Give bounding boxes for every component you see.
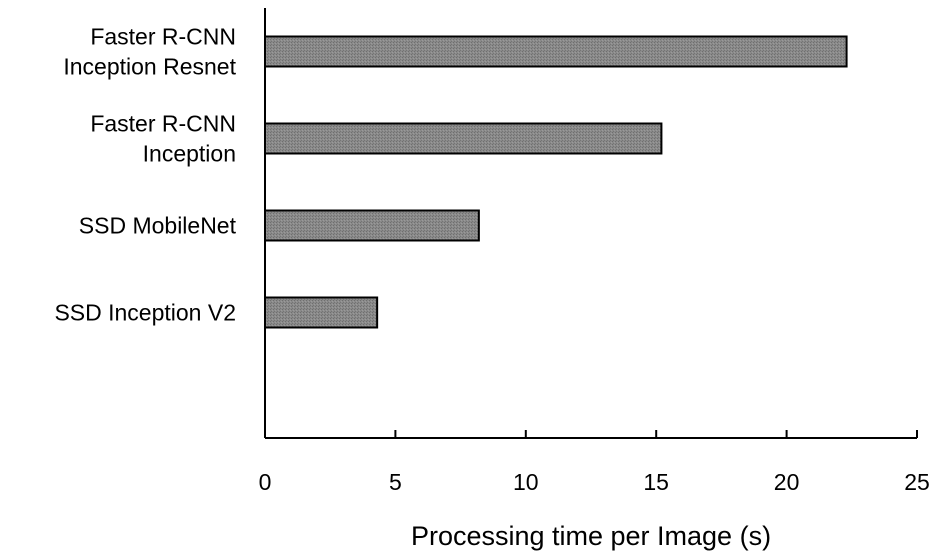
category-label-line: SSD MobileNet [79, 213, 237, 239]
category-label-1: Faster R-CNN Inception [90, 111, 236, 167]
x-ticks-group: 0 5 10 15 20 25 [259, 430, 930, 495]
x-tick-label: 20 [774, 469, 800, 495]
category-label-line: Faster R-CNN [90, 111, 236, 137]
category-label-line: Faster R-CNN [90, 24, 236, 50]
category-label-3: SSD Inception V2 [54, 300, 236, 326]
bar-2 [264, 209, 480, 242]
x-tick-label: 15 [643, 469, 669, 495]
x-tick-label: 0 [259, 469, 272, 495]
bar-3 [264, 296, 379, 329]
category-label-line: Inception [143, 141, 236, 167]
x-tick-label: 5 [389, 469, 402, 495]
category-label-0: Faster R-CNN Inception Resnet [63, 24, 236, 80]
axes-group [264, 8, 917, 439]
x-tick-label: 10 [513, 469, 539, 495]
bar-0 [264, 35, 848, 68]
bar-1 [264, 122, 663, 155]
category-label-2: SSD MobileNet [79, 213, 237, 239]
category-label-line: Inception Resnet [63, 54, 236, 80]
x-axis-title: Processing time per Image (s) [411, 521, 771, 551]
x-tick-label: 25 [904, 469, 930, 495]
bars-group [264, 35, 848, 329]
category-label-line: SSD Inception V2 [54, 300, 236, 326]
